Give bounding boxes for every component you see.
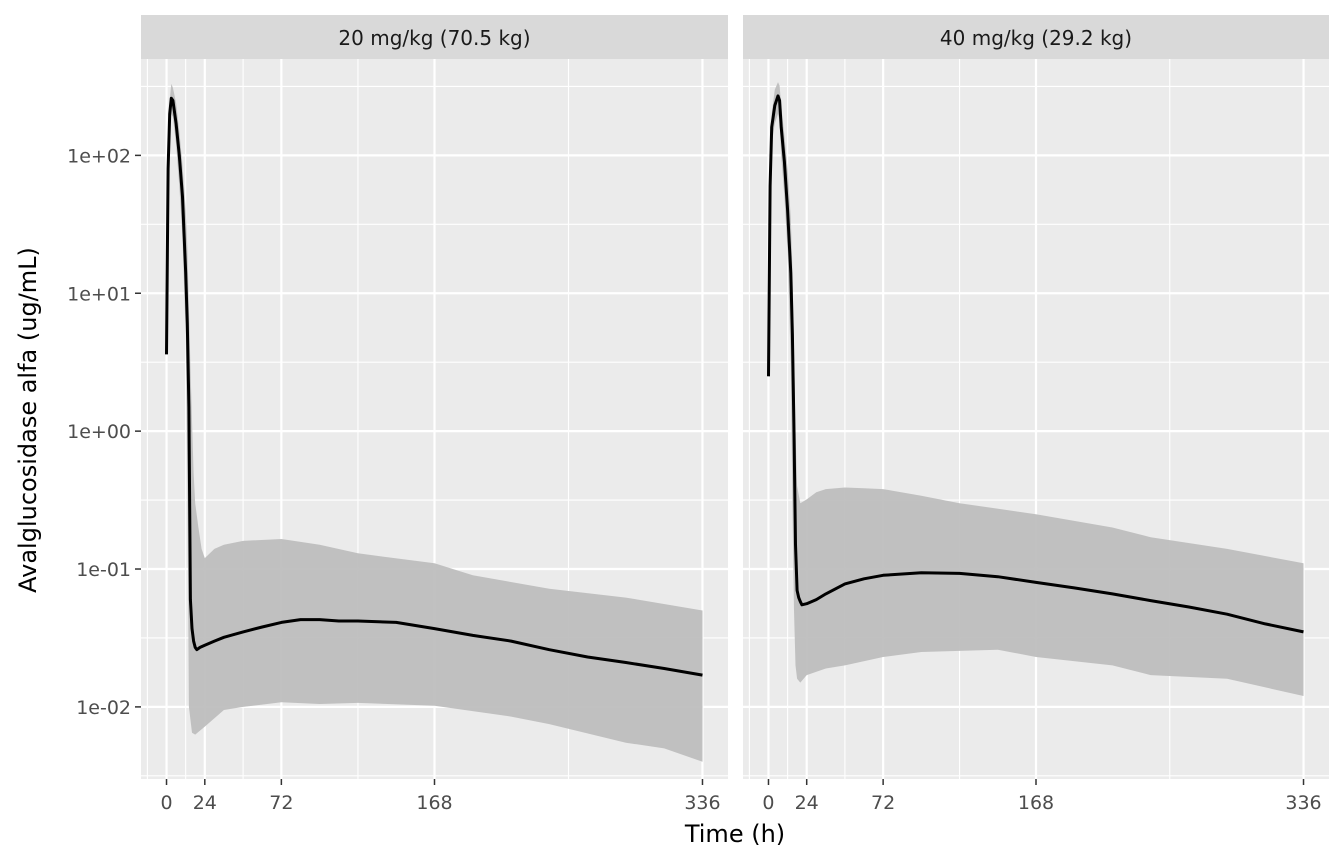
facet-strip-label: 20 mg/kg (70.5 kg) [338,26,530,50]
x-tick-label: 0 [762,792,774,814]
y-tick-label: 1e-01 [76,559,131,581]
median-line [165,96,703,677]
median-line [767,94,1304,634]
x-axis: 0 24 72 168 336 [762,779,1322,814]
y-tick-label: 1e-02 [76,697,131,719]
y-axis-title: Avalglucosidase alfa (ug/mL) [14,247,42,593]
facet-strip [141,15,728,59]
y-tick-label: 1e+01 [67,283,131,305]
facet-panel-2: 40 mg/kg (29.2 kg) 0 24 72 168 336 [743,15,1329,814]
x-tick-label: 72 [871,792,895,814]
x-tick-label: 168 [1018,792,1054,814]
y-axis: 1e-02 1e-01 1e+00 1e+01 1e+02 [67,145,141,719]
x-tick-label: 24 [795,792,819,814]
facet-panel-1: 20 mg/kg (70.5 kg) 0 24 72 168 336 [141,15,728,814]
x-tick-label: 72 [269,792,293,814]
y-tick-label: 1e+02 [67,145,131,167]
facet-strip-label: 40 mg/kg (29.2 kg) [940,26,1132,50]
x-tick-label: 168 [416,792,452,814]
prediction-interval-ribbon [768,82,1304,697]
x-tick-label: 336 [684,792,720,814]
facet-strip [743,15,1329,59]
x-tick-label: 336 [1285,792,1321,814]
x-axis: 0 24 72 168 336 [160,779,721,814]
x-tick-label: 24 [193,792,217,814]
y-tick-label: 1e+00 [67,421,131,443]
x-tick-label: 0 [160,792,172,814]
prediction-interval-ribbon [166,83,703,762]
x-axis-title: Time (h) [684,820,785,848]
